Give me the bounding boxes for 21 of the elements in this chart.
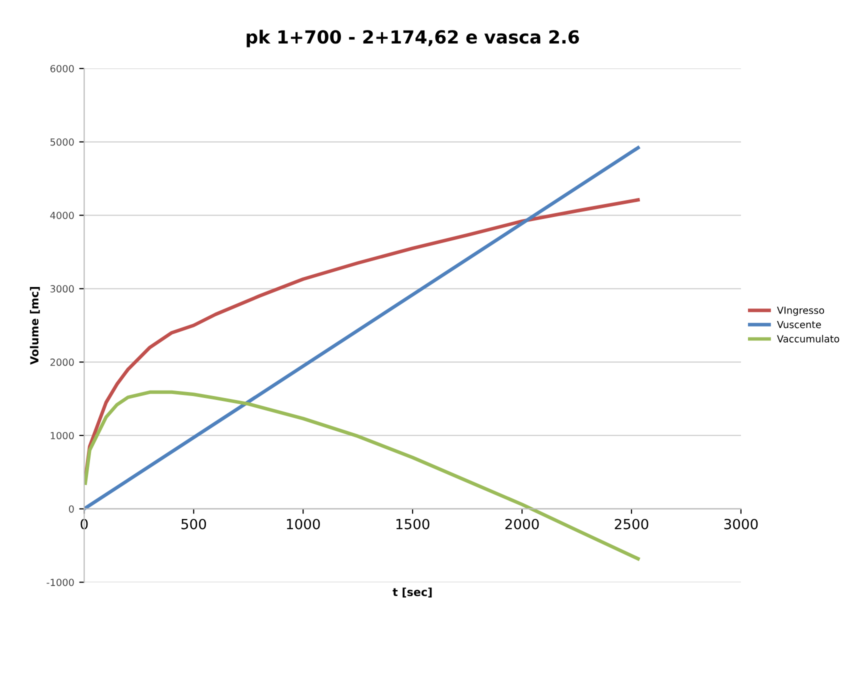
y-tick-label: -1000 <box>46 578 74 586</box>
legend-label: Vaccumulato <box>777 334 840 342</box>
x-tick-label: 3000 <box>724 518 758 530</box>
y-axis-title: Volume [mc] <box>30 287 40 365</box>
x-axis-title: t [sec] <box>392 588 432 598</box>
legend-label: Vuscente <box>777 320 821 328</box>
chart-title: pk 1+700 - 2+174,62 e vasca 2.6 <box>246 30 579 48</box>
y-tick-label: 2000 <box>50 358 74 366</box>
x-tick-label: 0 <box>80 518 88 530</box>
x-tick-label: 1000 <box>286 518 320 530</box>
y-tick-label: 3000 <box>50 285 74 293</box>
y-tick-label: 5000 <box>50 138 74 146</box>
y-tick-label: 6000 <box>50 64 74 72</box>
x-tick-label: 1500 <box>396 518 430 530</box>
legend-label: VIngresso <box>777 306 824 316</box>
x-tick-label: 2500 <box>614 518 648 530</box>
y-tick-label: 1000 <box>50 432 74 440</box>
x-tick-label: 2000 <box>505 518 539 530</box>
x-tick-label: 500 <box>181 518 206 530</box>
y-tick-label: 0 <box>68 505 74 513</box>
y-tick-label: 4000 <box>50 212 74 220</box>
